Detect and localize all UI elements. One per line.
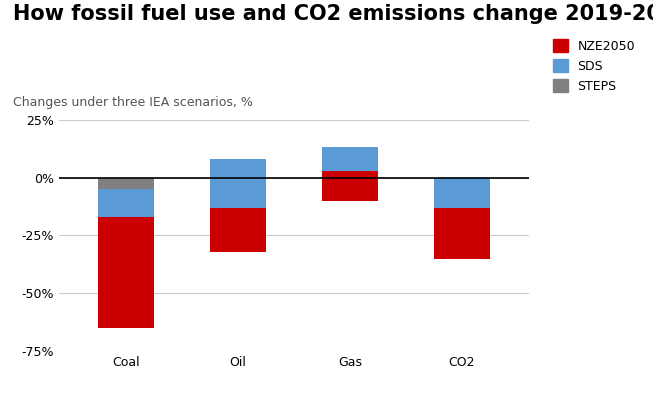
- Bar: [210, 159, 266, 178]
- Bar: [98, 189, 154, 217]
- Legend: NZE2050, SDS, STEPS: NZE2050, SDS, STEPS: [548, 34, 640, 97]
- Bar: [322, 148, 378, 171]
- Bar: [210, 207, 266, 252]
- Bar: [210, 159, 266, 207]
- Text: Changes under three IEA scenarios, %: Changes under three IEA scenarios, %: [13, 96, 253, 109]
- Bar: [98, 217, 154, 328]
- Bar: [322, 148, 378, 178]
- Bar: [434, 178, 490, 207]
- Bar: [434, 207, 490, 259]
- Text: How fossil fuel use and CO2 emissions change 2019-2030: How fossil fuel use and CO2 emissions ch…: [13, 4, 653, 24]
- Bar: [98, 178, 154, 189]
- Bar: [322, 171, 378, 201]
